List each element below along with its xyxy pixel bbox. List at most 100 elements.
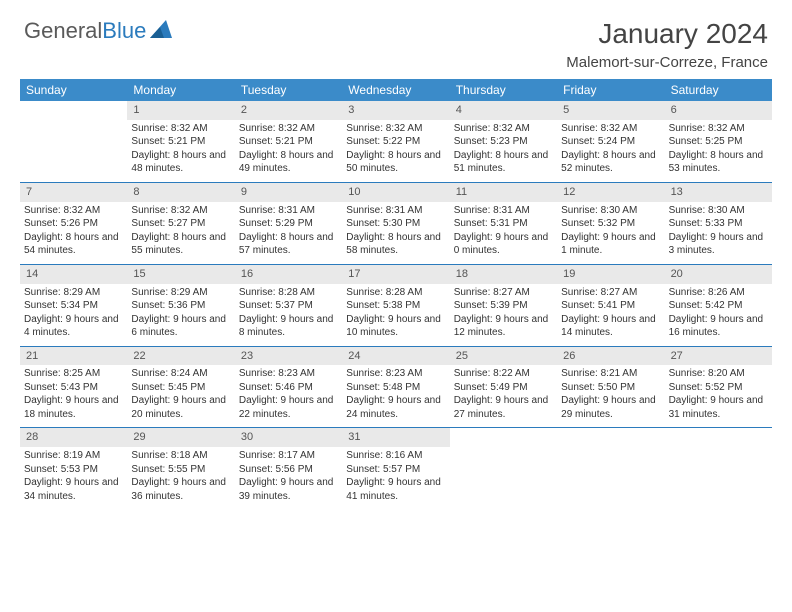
sunrise-text: Sunrise: 8:26 AM: [669, 286, 768, 300]
logo-part1: General: [24, 18, 102, 43]
sunset-text: Sunset: 5:55 PM: [131, 463, 230, 477]
day-header: Monday: [127, 79, 234, 101]
sunset-text: Sunset: 5:29 PM: [239, 217, 338, 231]
calendar-day-cell: 5 Sunrise: 8:32 AMSunset: 5:24 PMDaylight…: [557, 101, 664, 182]
day-number: 16: [235, 265, 342, 284]
triangle-icon: [150, 20, 172, 43]
day-details: Sunrise: 8:32 AMSunset: 5:21 PMDaylight:…: [127, 120, 234, 182]
day-number: 5: [557, 101, 664, 120]
day-details: Sunrise: 8:30 AMSunset: 5:32 PMDaylight:…: [557, 202, 664, 264]
sunrise-text: Sunrise: 8:32 AM: [131, 122, 230, 136]
day-details: Sunrise: 8:16 AMSunset: 5:57 PMDaylight:…: [342, 447, 449, 509]
day-details: Sunrise: 8:23 AMSunset: 5:46 PMDaylight:…: [235, 365, 342, 427]
day-details: Sunrise: 8:27 AMSunset: 5:41 PMDaylight:…: [557, 284, 664, 346]
sunset-text: Sunset: 5:21 PM: [131, 135, 230, 149]
calendar-empty-cell: [20, 101, 127, 182]
sunset-text: Sunset: 5:23 PM: [454, 135, 553, 149]
calendar-week-row: 21Sunrise: 8:25 AMSunset: 5:43 PMDayligh…: [20, 347, 772, 429]
sunset-text: Sunset: 5:39 PM: [454, 299, 553, 313]
sunrise-text: Sunrise: 8:31 AM: [346, 204, 445, 218]
day-number: 22: [127, 347, 234, 366]
day-details: Sunrise: 8:31 AMSunset: 5:30 PMDaylight:…: [342, 202, 449, 264]
sunrise-text: Sunrise: 8:18 AM: [131, 449, 230, 463]
sunrise-text: Sunrise: 8:22 AM: [454, 367, 553, 381]
daylight-text: Daylight: 8 hours and 55 minutes.: [131, 231, 230, 258]
day-number: 10: [342, 183, 449, 202]
day-number: 3: [342, 101, 449, 120]
sunset-text: Sunset: 5:43 PM: [24, 381, 123, 395]
sunrise-text: Sunrise: 8:24 AM: [131, 367, 230, 381]
daylight-text: Daylight: 9 hours and 10 minutes.: [346, 313, 445, 340]
daylight-text: Daylight: 9 hours and 20 minutes.: [131, 394, 230, 421]
daylight-text: Daylight: 8 hours and 50 minutes.: [346, 149, 445, 176]
day-details: Sunrise: 8:32 AMSunset: 5:26 PMDaylight:…: [20, 202, 127, 264]
day-details: Sunrise: 8:19 AMSunset: 5:53 PMDaylight:…: [20, 447, 127, 509]
day-number: 24: [342, 347, 449, 366]
sunset-text: Sunset: 5:52 PM: [669, 381, 768, 395]
calendar-day-cell: 18Sunrise: 8:27 AMSunset: 5:39 PMDayligh…: [450, 265, 557, 346]
day-details: Sunrise: 8:32 AMSunset: 5:27 PMDaylight:…: [127, 202, 234, 264]
sunrise-text: Sunrise: 8:32 AM: [561, 122, 660, 136]
sunset-text: Sunset: 5:41 PM: [561, 299, 660, 313]
day-number: 13: [665, 183, 772, 202]
sunset-text: Sunset: 5:24 PM: [561, 135, 660, 149]
daylight-text: Daylight: 8 hours and 51 minutes.: [454, 149, 553, 176]
sunrise-text: Sunrise: 8:30 AM: [561, 204, 660, 218]
calendar-day-cell: 8Sunrise: 8:32 AMSunset: 5:27 PMDaylight…: [127, 183, 234, 264]
daylight-text: Daylight: 9 hours and 4 minutes.: [24, 313, 123, 340]
day-number: 11: [450, 183, 557, 202]
daylight-text: Daylight: 9 hours and 27 minutes.: [454, 394, 553, 421]
sunset-text: Sunset: 5:57 PM: [346, 463, 445, 477]
sunset-text: Sunset: 5:49 PM: [454, 381, 553, 395]
sunset-text: Sunset: 5:32 PM: [561, 217, 660, 231]
day-details: Sunrise: 8:25 AMSunset: 5:43 PMDaylight:…: [20, 365, 127, 427]
daylight-text: Daylight: 9 hours and 1 minute.: [561, 231, 660, 258]
daylight-text: Daylight: 9 hours and 0 minutes.: [454, 231, 553, 258]
calendar-day-cell: 16Sunrise: 8:28 AMSunset: 5:37 PMDayligh…: [235, 265, 342, 346]
sunrise-text: Sunrise: 8:32 AM: [131, 204, 230, 218]
sunrise-text: Sunrise: 8:25 AM: [24, 367, 123, 381]
day-details: Sunrise: 8:31 AMSunset: 5:31 PMDaylight:…: [450, 202, 557, 264]
daylight-text: Daylight: 9 hours and 34 minutes.: [24, 476, 123, 503]
sunset-text: Sunset: 5:38 PM: [346, 299, 445, 313]
sunrise-text: Sunrise: 8:30 AM: [669, 204, 768, 218]
calendar-day-cell: 28Sunrise: 8:19 AMSunset: 5:53 PMDayligh…: [20, 428, 127, 509]
calendar-day-cell: 13Sunrise: 8:30 AMSunset: 5:33 PMDayligh…: [665, 183, 772, 264]
calendar-empty-cell: [450, 428, 557, 509]
daylight-text: Daylight: 8 hours and 57 minutes.: [239, 231, 338, 258]
calendar-day-cell: 19Sunrise: 8:27 AMSunset: 5:41 PMDayligh…: [557, 265, 664, 346]
daylight-text: Daylight: 8 hours and 58 minutes.: [346, 231, 445, 258]
location-subtitle: Malemort-sur-Correze, France: [566, 54, 768, 71]
daylight-text: Daylight: 9 hours and 8 minutes.: [239, 313, 338, 340]
calendar-day-cell: 23Sunrise: 8:23 AMSunset: 5:46 PMDayligh…: [235, 347, 342, 428]
day-details: Sunrise: 8:18 AMSunset: 5:55 PMDaylight:…: [127, 447, 234, 509]
day-details: Sunrise: 8:32 AMSunset: 5:21 PMDaylight:…: [235, 120, 342, 182]
sunrise-text: Sunrise: 8:28 AM: [346, 286, 445, 300]
daylight-text: Daylight: 9 hours and 24 minutes.: [346, 394, 445, 421]
sunset-text: Sunset: 5:30 PM: [346, 217, 445, 231]
sunrise-text: Sunrise: 8:29 AM: [24, 286, 123, 300]
day-number: 9: [235, 183, 342, 202]
day-number: 29: [127, 428, 234, 447]
day-number: 4: [450, 101, 557, 120]
sunrise-text: Sunrise: 8:23 AM: [239, 367, 338, 381]
day-number: 19: [557, 265, 664, 284]
day-details: Sunrise: 8:30 AMSunset: 5:33 PMDaylight:…: [665, 202, 772, 264]
day-header: Friday: [557, 79, 664, 101]
sunset-text: Sunset: 5:37 PM: [239, 299, 338, 313]
day-number: 23: [235, 347, 342, 366]
sunrise-text: Sunrise: 8:19 AM: [24, 449, 123, 463]
daylight-text: Daylight: 9 hours and 36 minutes.: [131, 476, 230, 503]
calendar-day-cell: 1Sunrise: 8:32 AMSunset: 5:21 PMDaylight…: [127, 101, 234, 182]
calendar-weeks: 1Sunrise: 8:32 AMSunset: 5:21 PMDaylight…: [20, 101, 772, 509]
sunrise-text: Sunrise: 8:16 AM: [346, 449, 445, 463]
daylight-text: Daylight: 8 hours and 52 minutes.: [561, 149, 660, 176]
daylight-text: Daylight: 9 hours and 29 minutes.: [561, 394, 660, 421]
day-details: Sunrise: 8:26 AMSunset: 5:42 PMDaylight:…: [665, 284, 772, 346]
calendar-day-cell: 31Sunrise: 8:16 AMSunset: 5:57 PMDayligh…: [342, 428, 449, 509]
daylight-text: Daylight: 8 hours and 48 minutes.: [131, 149, 230, 176]
daylight-text: Daylight: 9 hours and 39 minutes.: [239, 476, 338, 503]
sunset-text: Sunset: 5:50 PM: [561, 381, 660, 395]
day-number: 2: [235, 101, 342, 120]
day-details: Sunrise: 8:28 AMSunset: 5:37 PMDaylight:…: [235, 284, 342, 346]
